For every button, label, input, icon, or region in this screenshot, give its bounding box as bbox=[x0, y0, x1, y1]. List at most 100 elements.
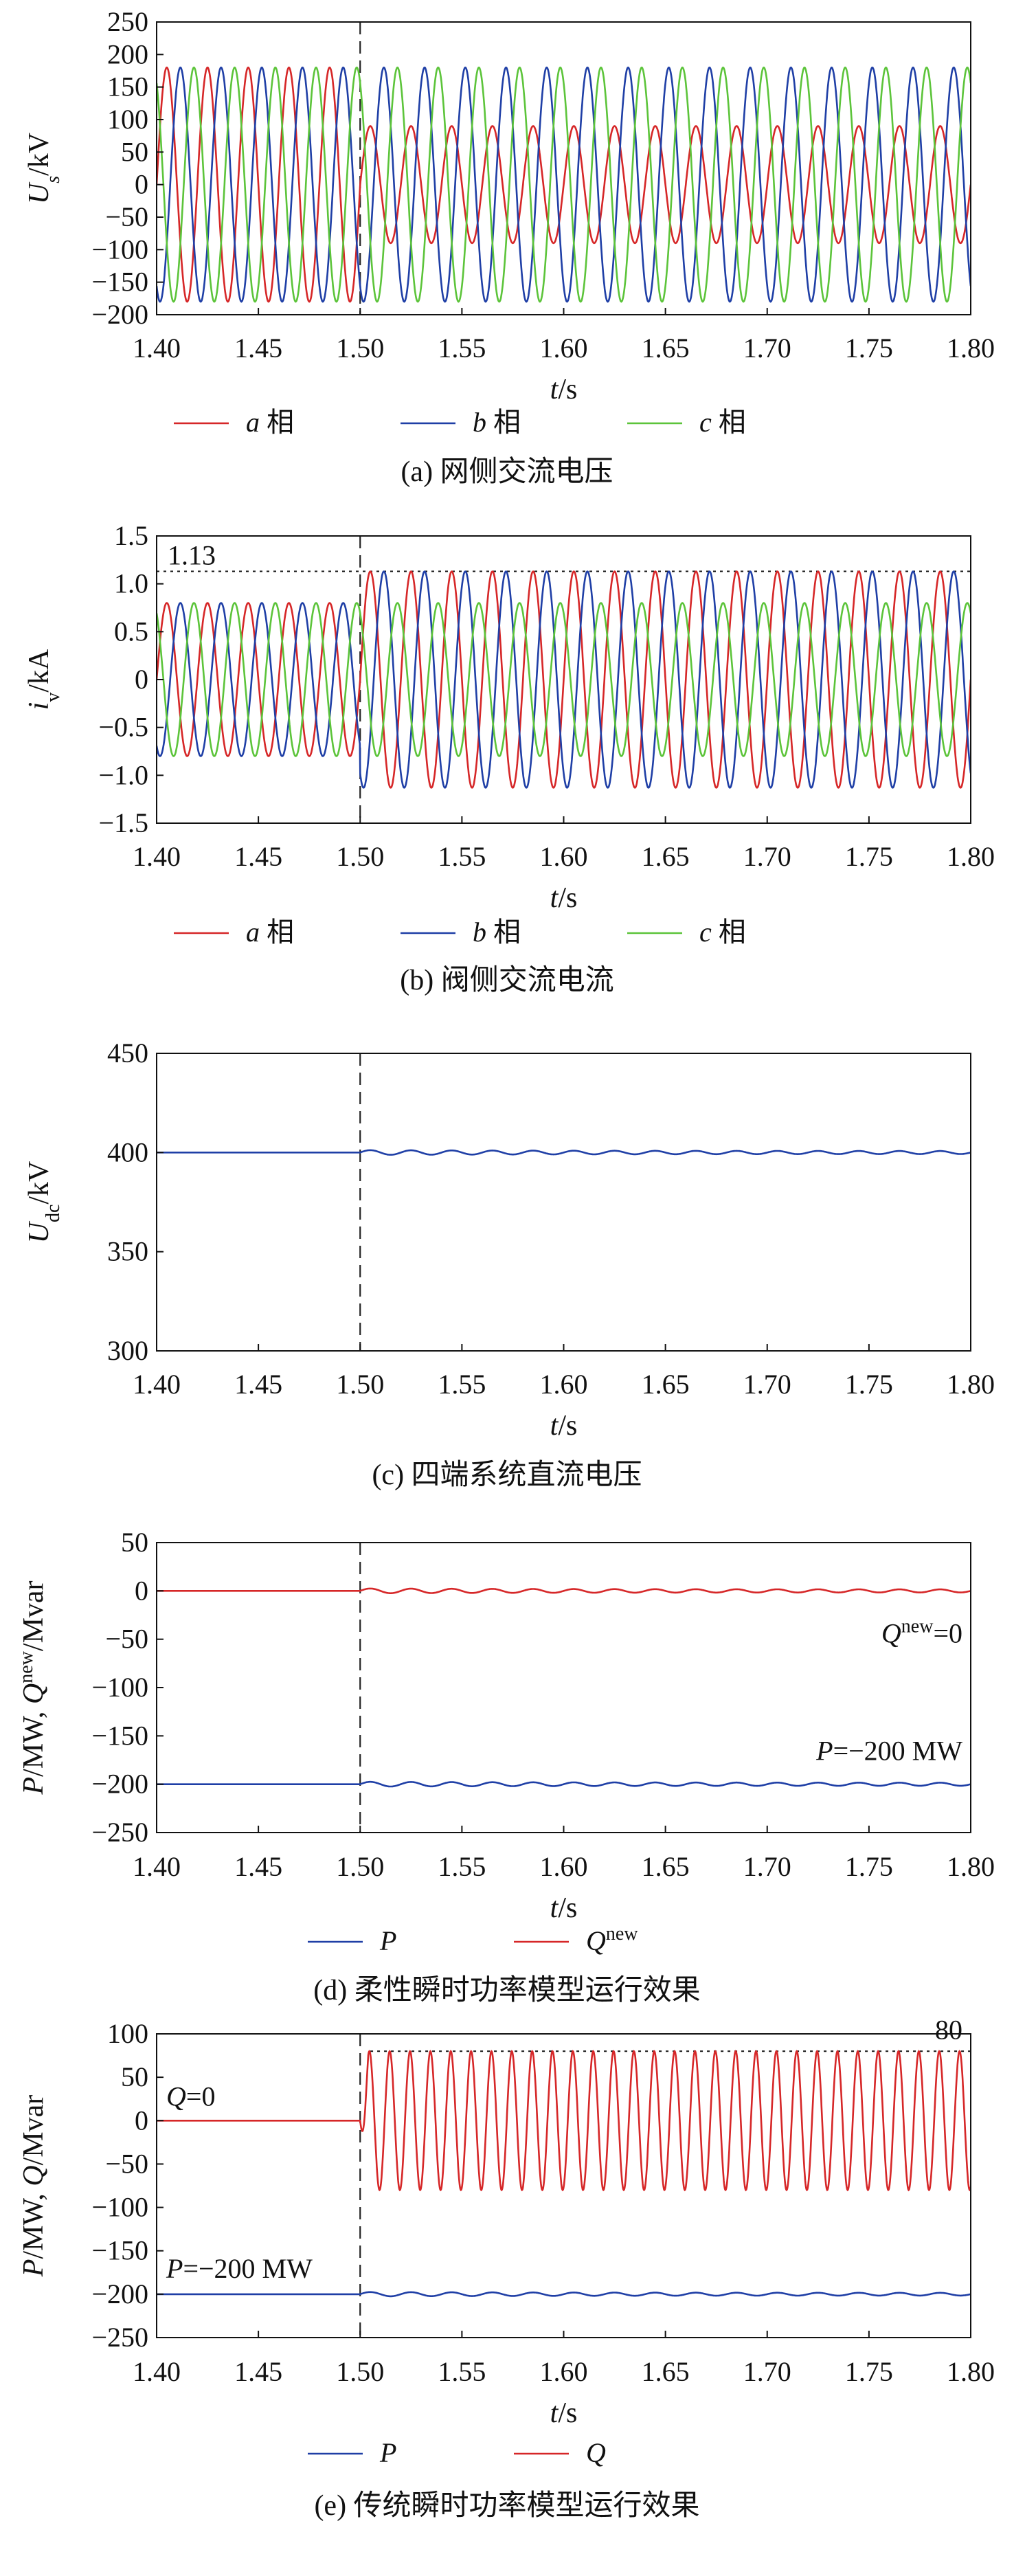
text-span: i bbox=[23, 702, 55, 710]
series-line-1 bbox=[157, 1780, 971, 1788]
text-span: b bbox=[473, 407, 486, 438]
panel-caption: (e) 传统瞬时功率模型运行效果 bbox=[314, 2489, 699, 2522]
x-tick-label: 1.55 bbox=[438, 841, 486, 872]
y-tick-label: −1.5 bbox=[98, 807, 148, 838]
y-tick-label: 100 bbox=[107, 2018, 148, 2049]
y-tick-label: 1.0 bbox=[114, 568, 148, 599]
series-line-1 bbox=[157, 570, 971, 789]
text-span: t bbox=[550, 1892, 559, 1924]
legend-label: c 相 bbox=[699, 407, 746, 438]
text-span: s bbox=[43, 176, 64, 183]
x-tick-label: 1.75 bbox=[845, 841, 893, 872]
text-span: =0 bbox=[933, 1617, 962, 1648]
y-tick-label: −250 bbox=[91, 2322, 148, 2353]
y-tick-label: −150 bbox=[91, 2235, 148, 2266]
x-tick-label: 1.60 bbox=[540, 841, 588, 872]
text-span: /s bbox=[558, 374, 577, 405]
text-span: t bbox=[550, 1410, 559, 1442]
y-tick-label: 50 bbox=[121, 2061, 148, 2092]
y-tick-label: 150 bbox=[107, 71, 148, 102]
x-tick-label: 1.40 bbox=[133, 333, 181, 363]
text-span: t bbox=[550, 374, 559, 405]
text-span: c bbox=[699, 917, 712, 948]
series-line-2 bbox=[157, 1587, 971, 1594]
y-tick-label: 100 bbox=[107, 104, 148, 135]
x-tick-label: 1.50 bbox=[336, 1369, 384, 1400]
y-tick-label: −0.5 bbox=[98, 712, 148, 743]
y-tick-label: 0 bbox=[135, 664, 148, 695]
text-span: P bbox=[815, 1736, 833, 1767]
series-line-1 bbox=[157, 2291, 971, 2298]
text-span: dc bbox=[43, 1205, 64, 1222]
x-tick-label: 1.75 bbox=[845, 333, 893, 363]
panel-caption: (a) 网侧交流电压 bbox=[401, 456, 613, 488]
x-tick-label: 1.70 bbox=[743, 1369, 791, 1400]
chart-panel-d: 1.40 1.45 1.50 1.55 1.60 1.65 1.70 1.75 1.80 50 0 −… bbox=[16, 1527, 995, 2006]
y-axis-title: P/MW, Qnew/Mvar bbox=[16, 1580, 50, 1795]
x-tick-label: 1.55 bbox=[438, 1369, 486, 1400]
x-tick-label: 1.75 bbox=[845, 2356, 893, 2387]
x-tick-label: 1.60 bbox=[540, 333, 588, 363]
series-group bbox=[157, 1587, 971, 1788]
legend-label: a 相 bbox=[246, 917, 294, 948]
peak-annotation: 1.13 bbox=[168, 540, 216, 571]
x-tick-label: 1.60 bbox=[540, 1369, 588, 1400]
text-span: =−200 MW bbox=[833, 1736, 963, 1767]
legend-label: P bbox=[379, 2437, 396, 2468]
legend-label: Q bbox=[586, 2437, 606, 2468]
series-group bbox=[157, 1149, 971, 1156]
y-tick-label: 1.5 bbox=[114, 520, 148, 551]
x-tick-label: 1.70 bbox=[743, 1851, 791, 1882]
text-span: b bbox=[473, 917, 486, 948]
plot-frame bbox=[156, 1542, 971, 1833]
series-group bbox=[157, 2050, 971, 2298]
text-span: /Mvar bbox=[18, 2095, 49, 2166]
x-tick-label: 1.65 bbox=[642, 1369, 690, 1400]
x-tick-label: 1.80 bbox=[947, 333, 995, 363]
x-tick-label: 1.65 bbox=[642, 2356, 690, 2387]
text-span: Q bbox=[18, 1683, 49, 1704]
text-span: 相 bbox=[712, 407, 746, 438]
y-tick-label: −250 bbox=[91, 1817, 148, 1848]
text-span: P bbox=[166, 2253, 183, 2284]
text-span: U bbox=[23, 1220, 55, 1243]
x-axis-title: t/s bbox=[550, 1892, 578, 1924]
x-tick-label: 1.45 bbox=[234, 841, 282, 872]
text-span: new bbox=[16, 1650, 37, 1683]
text-span: U bbox=[23, 181, 55, 204]
y-tick-label: −100 bbox=[91, 234, 148, 265]
x-tick-label: 1.75 bbox=[845, 1851, 893, 1882]
x-tick-label: 1.45 bbox=[234, 1851, 282, 1882]
y-tick-label: 0 bbox=[135, 169, 148, 200]
y-tick-label: 300 bbox=[107, 1335, 148, 1366]
x-tick-label: 1.70 bbox=[743, 333, 791, 363]
x-tick-label: 1.45 bbox=[234, 2356, 282, 2387]
text-span: v bbox=[43, 693, 64, 702]
text-span: Q bbox=[586, 2437, 606, 2468]
panel-caption: (d) 柔性瞬时功率模型运行效果 bbox=[313, 1974, 700, 2006]
x-tick-label: 1.45 bbox=[234, 1369, 282, 1400]
y-tick-label: −100 bbox=[91, 1672, 148, 1703]
value-annotation: 80 bbox=[935, 2014, 962, 2045]
text-span: P bbox=[379, 2437, 396, 2468]
text-span: /kV bbox=[23, 133, 55, 176]
text-span: t bbox=[550, 2397, 559, 2429]
panel-caption: (b) 阀侧交流电流 bbox=[400, 964, 613, 996]
y-tick-label: −50 bbox=[105, 2148, 148, 2179]
text-span: new bbox=[606, 1923, 638, 1945]
y-tick-label: −200 bbox=[91, 2278, 148, 2309]
text-span: Q bbox=[881, 1617, 901, 1648]
text-span: Q bbox=[166, 2081, 186, 2112]
legend-label: Qnew bbox=[586, 1923, 638, 1957]
text-span: 相 bbox=[260, 917, 294, 948]
series-line-3 bbox=[157, 66, 971, 303]
series-line-2 bbox=[157, 2050, 971, 2192]
x-axis-title: t/s bbox=[550, 2397, 578, 2429]
series-line-1 bbox=[157, 66, 971, 303]
text-span: P bbox=[18, 1777, 49, 1795]
x-tick-label: 1.80 bbox=[947, 2356, 995, 2387]
x-axis-title: t/s bbox=[550, 882, 578, 914]
x-tick-label: 1.40 bbox=[133, 841, 181, 872]
value-annotation: Qnew=0 bbox=[881, 1615, 962, 1649]
y-tick-label: 450 bbox=[107, 1038, 148, 1068]
